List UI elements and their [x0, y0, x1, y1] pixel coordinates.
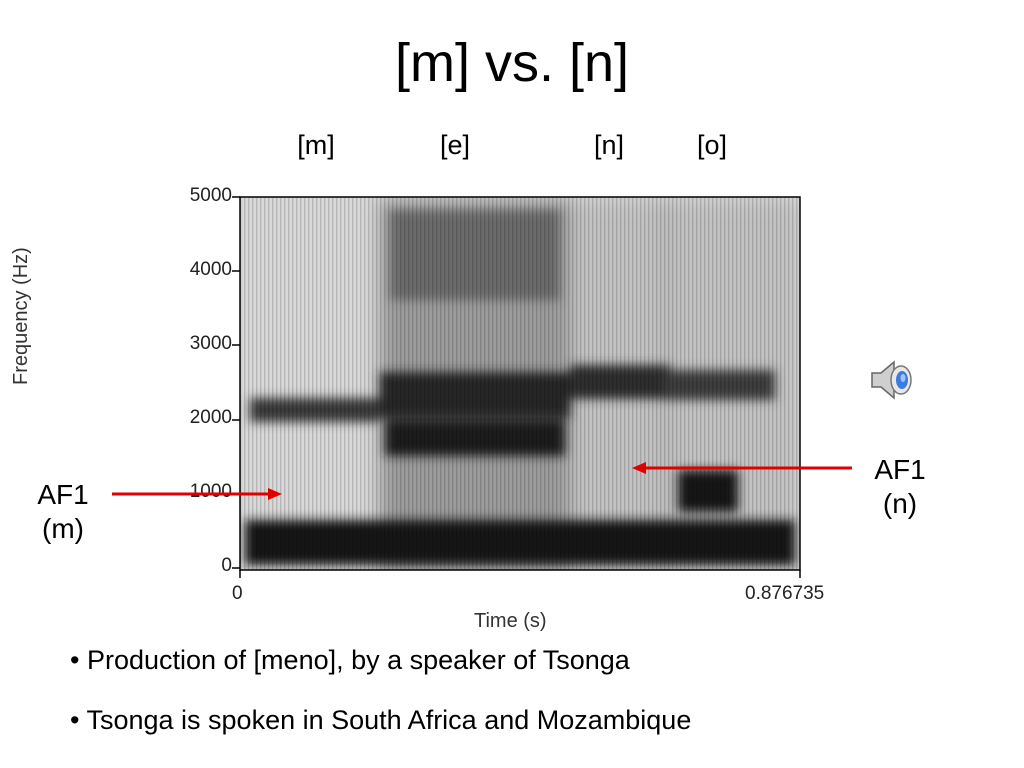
x-axis-label: Time (s) — [474, 610, 547, 632]
x-tick-end: 0.876735 — [745, 583, 825, 604]
arrow-af1-m — [112, 488, 282, 500]
y-tick-2000: 2000 — [189, 407, 232, 428]
annotation-af1-n-line2: (n) — [882, 488, 918, 519]
y-tick-3000: 3000 — [189, 333, 232, 354]
y-tick-1000: 1000 — [189, 481, 232, 502]
annotation-af1-n-line1: AF1 — [874, 454, 926, 485]
segment-label-e: [e] — [439, 130, 471, 160]
y-tick-5000: 5000 — [189, 185, 232, 206]
y-tick-4000: 4000 — [189, 259, 232, 280]
y-tick-0: 0 — [221, 555, 232, 576]
arrow-af1-n — [632, 462, 852, 474]
slide-title: [m] vs. [n] — [394, 33, 630, 93]
annotation-af1-n: AF1 (n) — [855, 453, 945, 521]
segment-label-m: [m] — [297, 130, 335, 160]
annotation-af1-m-line1: AF1 — [37, 479, 89, 510]
segment-label-n: [n] — [593, 130, 625, 160]
bullet-production: • Production of [meno], by a speaker of … — [70, 645, 630, 675]
bullet-tsonga-location: • Tsonga is spoken in South Africa and M… — [70, 705, 692, 735]
annotation-af1-m: AF1 (m) — [18, 478, 108, 546]
segment-label-o: [o] — [696, 130, 728, 160]
speaker-icon[interactable] — [868, 358, 916, 402]
x-tick-start: 0 — [232, 583, 243, 604]
annotation-af1-m-line2: (m) — [42, 513, 84, 544]
